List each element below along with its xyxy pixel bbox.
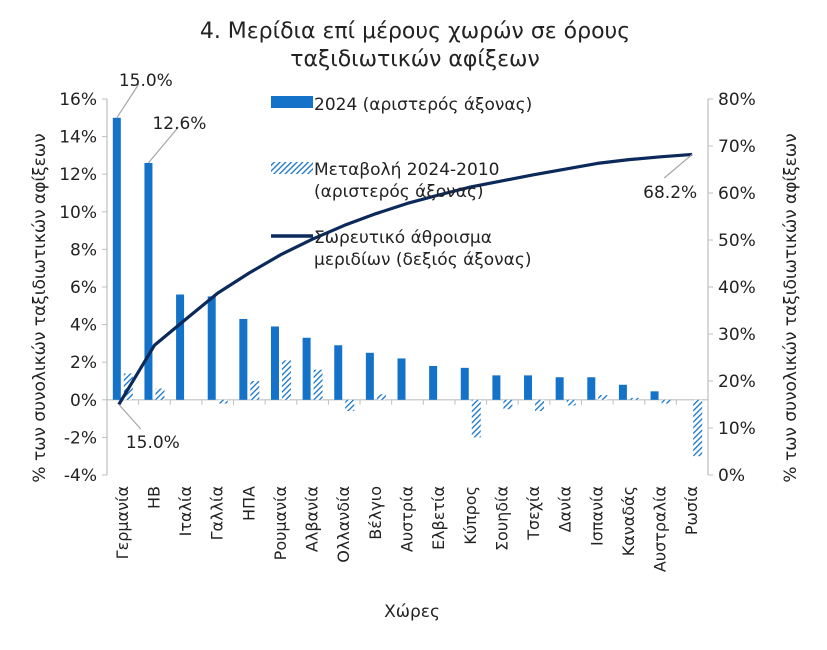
data-label-germany-2024-leader bbox=[116, 83, 140, 119]
bar-change-2024-2010 bbox=[376, 394, 386, 400]
bar-change-2024-2010 bbox=[661, 399, 671, 404]
y-tick-label-left: -4% bbox=[64, 466, 97, 486]
bar-2024 bbox=[397, 358, 406, 400]
x-tick-label: Ολλανδία bbox=[334, 486, 353, 563]
x-tick-label: Σουηδία bbox=[492, 486, 511, 551]
x-tick-label: Ρουμανία bbox=[271, 486, 290, 560]
bar-change-2024-2010 bbox=[155, 388, 165, 400]
y-tick-label-right: 10% bbox=[718, 419, 756, 439]
x-tick-label: Γερμανία bbox=[113, 486, 132, 559]
x-tick-label: ΗΒ bbox=[144, 486, 163, 509]
bar-2024 bbox=[112, 117, 121, 400]
bar-2024 bbox=[207, 296, 216, 400]
bar-change-2024-2010 bbox=[535, 399, 545, 412]
legend-label-2024: 2024 (αριστερός άξονας) bbox=[314, 95, 532, 115]
x-tick-label: Γαλλία bbox=[208, 486, 227, 540]
legend-swatch-2024 bbox=[271, 96, 313, 108]
x-tick-label: Αυστραλία bbox=[651, 486, 670, 572]
y-axis-label-right: % των συνολικών ταξιδιωτικών αφίξεων bbox=[781, 133, 801, 482]
x-tick-label: Ιταλία bbox=[176, 486, 195, 536]
y-tick-label-right: 50% bbox=[718, 231, 756, 251]
y-tick-label-left: 12% bbox=[59, 165, 97, 185]
line-cumulative-share bbox=[117, 152, 693, 406]
bar-change-2024-2010 bbox=[471, 399, 481, 438]
bar-change-2024-2010 bbox=[629, 397, 639, 400]
y-axis-label-left: % των συνολικών ταξιδιωτικών αφίξεων bbox=[30, 133, 50, 482]
x-tick-label: Βέλγιο bbox=[366, 486, 385, 540]
y-tick-label-left: 16% bbox=[59, 90, 97, 110]
bar-change-2024-2010 bbox=[250, 381, 260, 400]
x-tick-label: Ισπανία bbox=[587, 486, 606, 546]
y-tick-label-left: 4% bbox=[70, 316, 97, 336]
chart-title-line-1: 4. Μερίδια επί μέρους χωρών σε όρους bbox=[200, 19, 630, 44]
bar-2024 bbox=[650, 391, 659, 400]
bar-2024 bbox=[524, 375, 533, 400]
data-label-cumulative-end: 68.2% bbox=[643, 183, 697, 203]
legend-label-change: Μεταβολή 2024-2010 (αριστερός άξονας) bbox=[314, 160, 499, 202]
plot-area: -4% -2% 0% 2% 4% 6% 8% 10% 12% 14% 16% 0% 10% 20% 30% 4… bbox=[59, 71, 756, 572]
legend: 2024 (αριστερός άξονας) Μεταβολή 2024-20… bbox=[271, 95, 532, 270]
x-axis-label: Χώρες bbox=[384, 602, 440, 622]
x-tick-label: Ελβετία bbox=[429, 486, 448, 550]
bar-change-2024-2010 bbox=[218, 399, 228, 404]
legend-swatch-change bbox=[271, 162, 313, 174]
y-tick-label-left: -2% bbox=[64, 428, 97, 448]
y-tick-label-right: 0% bbox=[718, 466, 745, 486]
bar-2024 bbox=[302, 337, 311, 400]
y-tick-label-right: 60% bbox=[718, 184, 756, 204]
y-tick-label-right: 30% bbox=[718, 325, 756, 345]
y-tick-label-right: 40% bbox=[718, 278, 756, 298]
data-label-cumulative-start: 15.0% bbox=[126, 433, 180, 453]
bar-2024 bbox=[239, 318, 248, 400]
bar-2024 bbox=[365, 352, 374, 400]
x-tick-label: Αυστρία bbox=[398, 486, 417, 552]
y-tick-label-right: 80% bbox=[718, 90, 756, 110]
bar-2024 bbox=[144, 162, 153, 400]
x-tick-label: Καναδάς bbox=[619, 486, 638, 556]
bar-2024 bbox=[460, 367, 469, 400]
x-tick-label: Αλβανία bbox=[303, 486, 322, 552]
x-tick-label: Ρωσία bbox=[682, 486, 701, 535]
data-label-uk-2024-leader bbox=[147, 126, 179, 164]
y-tick-label-left: 10% bbox=[59, 203, 97, 223]
bar-2024 bbox=[176, 294, 185, 400]
bar-change-2024-2010 bbox=[345, 399, 355, 412]
x-tick-label: Τσεχία bbox=[524, 486, 543, 541]
bar-change-2024-2010 bbox=[503, 399, 513, 410]
bar-2024 bbox=[334, 345, 343, 400]
bar-2024 bbox=[492, 375, 501, 400]
x-tick-label: ΗΠΑ bbox=[239, 486, 258, 521]
x-tick-label: Δανία bbox=[556, 486, 575, 532]
bar-2024 bbox=[270, 326, 279, 400]
chart-title-line-2: ταξιδιωτικών αφίξεων bbox=[290, 47, 539, 72]
y-tick-label-left: 8% bbox=[70, 240, 97, 260]
x-tick-label: Κύπρος bbox=[461, 486, 480, 545]
y-tick-label-right: 20% bbox=[718, 372, 756, 392]
bar-change-2024-2010 bbox=[566, 399, 576, 406]
legend-label-cumulative: Σωρευτικό άθροισμα μεριδίων (δεξιός άξονα… bbox=[314, 228, 531, 270]
data-label-germany-2024: 15.0% bbox=[119, 71, 173, 91]
bar-change-2024-2010 bbox=[313, 369, 323, 400]
bar-2024 bbox=[555, 377, 564, 400]
y-tick-label-left: 14% bbox=[59, 128, 97, 148]
bar-2024 bbox=[429, 365, 438, 400]
y-tick-label-right: 70% bbox=[718, 137, 756, 157]
data-label-cumulative-end-leader bbox=[663, 154, 693, 179]
bar-change-2024-2010 bbox=[281, 360, 291, 400]
bar-2024 bbox=[618, 384, 627, 400]
data-label-uk-2024: 12.6% bbox=[152, 114, 206, 134]
y-tick-label-left: 2% bbox=[70, 353, 97, 373]
y-tick-label-left: 6% bbox=[70, 278, 97, 298]
bar-change-2024-2010 bbox=[598, 395, 608, 400]
y-tick-label-left: 0% bbox=[70, 391, 97, 411]
bar-change-2024-2010 bbox=[693, 399, 703, 457]
data-label-cumulative-start-leader bbox=[118, 404, 142, 430]
bar-2024 bbox=[587, 377, 596, 400]
